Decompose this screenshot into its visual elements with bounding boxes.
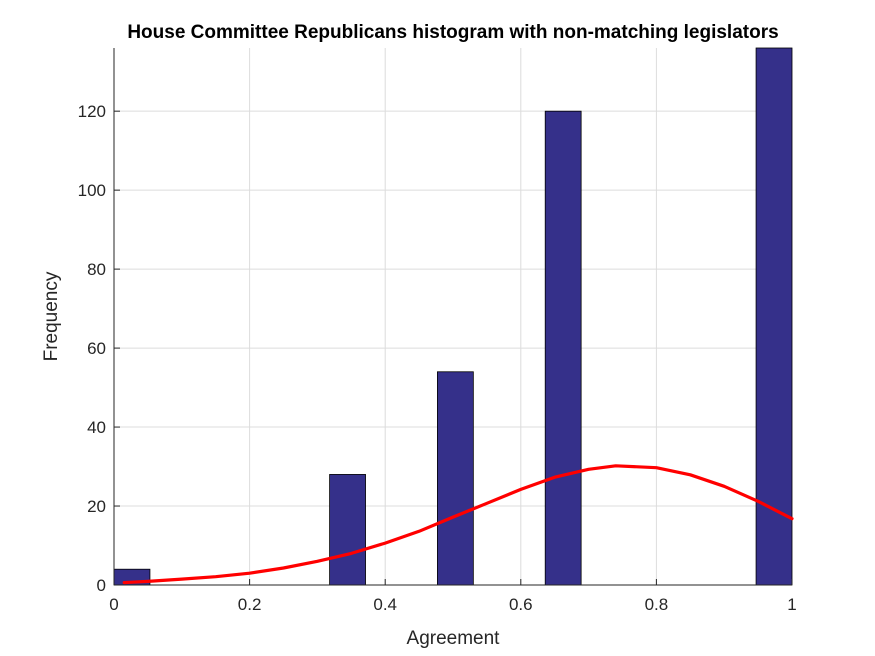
y-tick-label: 80	[87, 260, 106, 279]
bars	[113, 47, 793, 586]
x-tick-label: 1	[787, 595, 796, 614]
y-tick-label: 20	[87, 497, 106, 516]
x-tick-label: 0	[109, 595, 118, 614]
fit-curve-layer	[122, 464, 794, 585]
histogram-bar	[329, 474, 366, 586]
x-tick-label: 0.8	[645, 595, 669, 614]
x-tick-label: 0.2	[238, 595, 262, 614]
y-tick-label: 40	[87, 418, 106, 437]
histogram-bar	[755, 47, 793, 586]
y-tick-label: 0	[97, 576, 106, 595]
y-tick-label: 60	[87, 339, 106, 358]
y-axis-label: Frequency	[41, 271, 62, 361]
x-tick-label: 0.4	[373, 595, 397, 614]
fit-curve	[122, 464, 794, 585]
x-axis-label: Agreement	[407, 628, 501, 649]
y-tick-label: 120	[78, 102, 106, 121]
y-tick-label: 100	[78, 181, 106, 200]
axes	[113, 48, 793, 586]
tick-labels: 0 0.2 0.4 0.6 0.8 1 0 20 40 60 80 100 120	[78, 102, 797, 614]
x-tick-label: 0.6	[509, 595, 533, 614]
histogram-bar	[544, 110, 582, 586]
chart-title: House Committee Republicans histogram wi…	[127, 22, 778, 43]
histogram-bar	[437, 371, 474, 586]
